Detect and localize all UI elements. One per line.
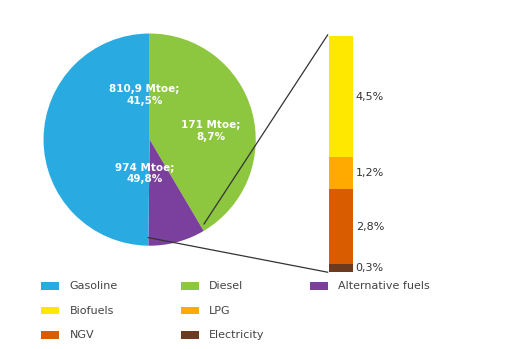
Text: Diesel: Diesel xyxy=(209,281,243,291)
Wedge shape xyxy=(150,34,256,231)
Bar xyxy=(329,36,353,157)
Text: Biofuels: Biofuels xyxy=(70,306,114,315)
Text: 4,5%: 4,5% xyxy=(356,91,384,102)
Bar xyxy=(329,157,353,189)
FancyBboxPatch shape xyxy=(41,331,59,339)
Text: 2,8%: 2,8% xyxy=(356,222,384,232)
Wedge shape xyxy=(43,34,150,246)
Text: Electricity: Electricity xyxy=(209,330,265,340)
Bar xyxy=(329,264,353,272)
Text: 171 Mtoe;
8,7%: 171 Mtoe; 8,7% xyxy=(182,120,241,142)
Text: 810,9 Mtoe;
41,5%: 810,9 Mtoe; 41,5% xyxy=(109,84,180,106)
Text: 0,3%: 0,3% xyxy=(356,263,384,273)
Text: 974 Mtoe;
49,8%: 974 Mtoe; 49,8% xyxy=(115,163,174,184)
FancyBboxPatch shape xyxy=(41,307,59,314)
Text: NGV: NGV xyxy=(70,330,94,340)
Bar xyxy=(329,189,353,264)
FancyBboxPatch shape xyxy=(41,282,59,290)
FancyBboxPatch shape xyxy=(181,331,199,339)
Text: Alternative fuels: Alternative fuels xyxy=(338,281,430,291)
FancyBboxPatch shape xyxy=(181,307,199,314)
FancyBboxPatch shape xyxy=(181,282,199,290)
Text: 1,2%: 1,2% xyxy=(356,168,384,178)
Text: LPG: LPG xyxy=(209,306,231,315)
Wedge shape xyxy=(148,140,204,246)
Text: Gasoline: Gasoline xyxy=(70,281,118,291)
FancyBboxPatch shape xyxy=(310,282,328,290)
